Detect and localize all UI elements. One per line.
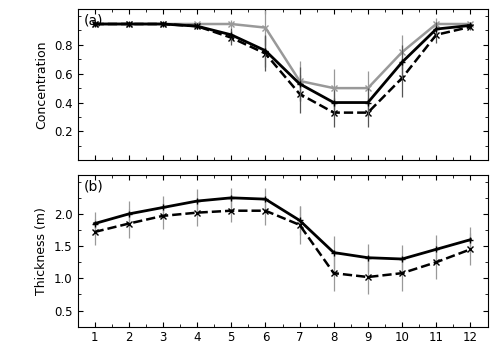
Text: (b): (b)	[84, 180, 103, 194]
Text: (a): (a)	[84, 13, 103, 27]
Y-axis label: Thickness (m): Thickness (m)	[36, 207, 49, 295]
Y-axis label: Concentration: Concentration	[36, 40, 49, 129]
